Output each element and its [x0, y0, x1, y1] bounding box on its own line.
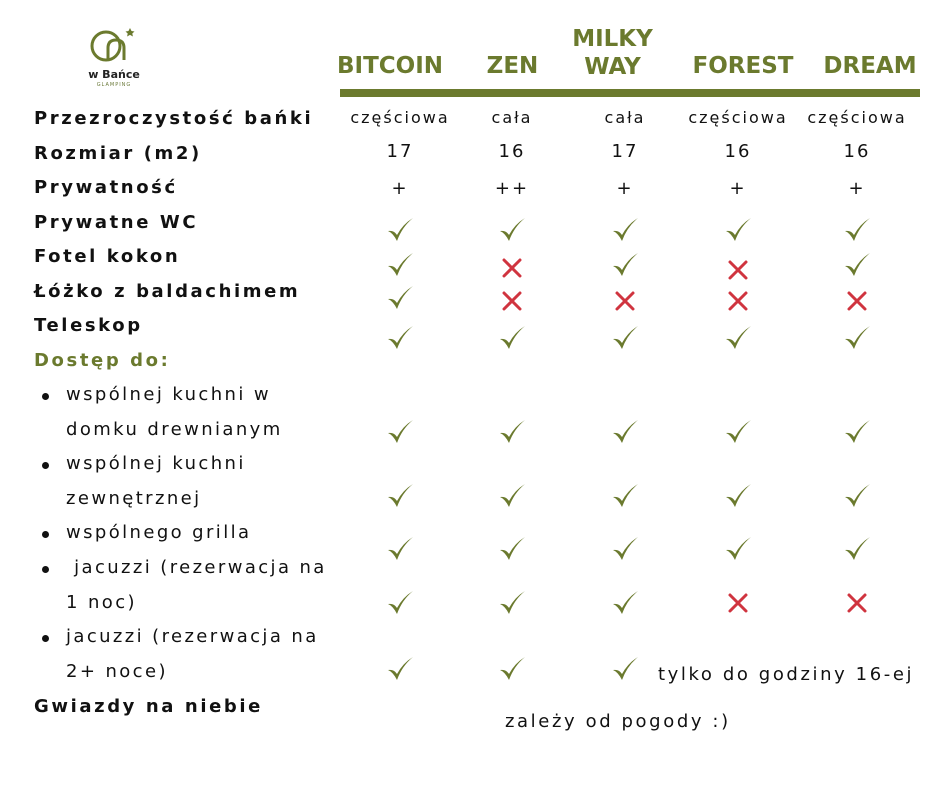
cross-icon — [844, 590, 874, 620]
bullet — [42, 531, 49, 538]
row-label-privacy: Prywatność — [34, 177, 178, 198]
check-icon — [610, 588, 640, 618]
cell-transparency: częściowa — [807, 108, 907, 127]
cell-privacy: + — [616, 178, 634, 199]
cell-transparency: częściowa — [350, 108, 450, 127]
check-icon — [385, 323, 415, 353]
check-icon — [610, 654, 640, 684]
check-icon — [723, 534, 753, 564]
check-icon — [610, 417, 640, 447]
access-item-label: wspólnego grilla — [66, 522, 252, 543]
access-item-label: wspólnej kuchni w — [66, 384, 271, 405]
access-item-label: 1 noc) — [66, 592, 137, 613]
header-divider — [340, 89, 920, 97]
check-icon — [497, 481, 527, 511]
check-icon — [385, 215, 415, 245]
column-header-zen: ZEN — [486, 53, 539, 79]
check-icon — [842, 534, 872, 564]
check-icon — [610, 250, 640, 280]
cross-icon — [725, 288, 755, 318]
check-icon — [610, 481, 640, 511]
cell-size: 17 — [386, 141, 414, 162]
bullet — [42, 462, 49, 469]
check-icon — [497, 654, 527, 684]
check-icon — [723, 417, 753, 447]
check-icon — [385, 250, 415, 280]
check-icon — [385, 534, 415, 564]
cross-icon — [499, 288, 529, 318]
cross-icon — [725, 257, 755, 287]
cell-privacy: + — [729, 178, 747, 199]
check-icon — [385, 588, 415, 618]
access-item-label: jacuzzi (rezerwacja na — [66, 626, 319, 647]
check-icon — [723, 323, 753, 353]
check-icon — [842, 323, 872, 353]
check-icon — [842, 481, 872, 511]
column-header-milky-way: MILKY WAY — [572, 26, 653, 80]
bubble-logo-icon — [90, 28, 135, 62]
row-label-cocoon: Fotel kokon — [34, 246, 181, 267]
check-icon — [842, 250, 872, 280]
cell-size: 16 — [843, 141, 871, 162]
row-label-telescope: Teleskop — [34, 315, 143, 336]
cross-icon — [725, 590, 755, 620]
cell-privacy: + — [391, 178, 409, 199]
cell-privacy: + — [848, 178, 866, 199]
brand-name: w Bańce — [88, 68, 140, 81]
check-icon — [723, 481, 753, 511]
check-icon — [497, 534, 527, 564]
check-icon — [842, 417, 872, 447]
row-label-stars: Gwiazdy na niebie — [34, 696, 263, 717]
bullet — [42, 566, 49, 573]
cell-size: 16 — [498, 141, 526, 162]
access-item-label: zewnętrznej — [66, 488, 202, 509]
check-icon — [842, 215, 872, 245]
check-icon — [385, 417, 415, 447]
brand-tagline: GLAMPING — [96, 82, 132, 88]
row-label-wc: Prywatne WC — [34, 212, 199, 233]
cross-icon — [499, 255, 529, 285]
check-icon — [385, 481, 415, 511]
access-item-label: wspólnej kuchni — [66, 453, 246, 474]
cell-privacy: ++ — [494, 178, 530, 199]
access-item-label: domku drewnianym — [66, 419, 283, 440]
check-icon — [610, 323, 640, 353]
column-header-dream: DREAM — [823, 53, 917, 79]
cell-transparency: cała — [491, 108, 533, 127]
check-icon — [497, 215, 527, 245]
row-label-canopy-bed: Łóżko z baldachimem — [34, 281, 301, 302]
cell-transparency: częściowa — [688, 108, 788, 127]
column-header-forest: FOREST — [692, 53, 794, 79]
jacuzzi-note: tylko do godziny 16-ej — [658, 664, 915, 685]
cell-transparency: cała — [604, 108, 646, 127]
column-header-bitcoin: BITCOIN — [336, 53, 443, 79]
bullet — [42, 393, 49, 400]
cross-icon — [844, 288, 874, 318]
row-label-size: Rozmiar (m2) — [34, 143, 202, 164]
check-icon — [723, 215, 753, 245]
brand-logo: w Bańce GLAMPING — [78, 22, 150, 94]
check-icon — [610, 534, 640, 564]
row-label-transparency: Przezroczystość bańki — [34, 108, 314, 129]
access-heading: Dostęp do: — [34, 350, 171, 371]
bullet — [42, 635, 49, 642]
check-icon — [610, 215, 640, 245]
cell-size: 16 — [724, 141, 752, 162]
access-item-label: jacuzzi (rezerwacja na — [66, 557, 327, 578]
check-icon — [385, 654, 415, 684]
check-icon — [497, 323, 527, 353]
check-icon — [497, 588, 527, 618]
stars-note: zależy od pogody :) — [505, 711, 731, 732]
cell-size: 17 — [611, 141, 639, 162]
check-icon — [497, 417, 527, 447]
cross-icon — [612, 288, 642, 318]
access-item-label: 2+ noce) — [66, 661, 168, 682]
check-icon — [385, 283, 415, 313]
